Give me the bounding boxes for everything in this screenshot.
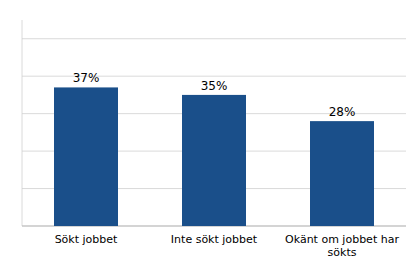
- y-axis-line: [22, 20, 23, 226]
- bar: [310, 121, 374, 226]
- x-tick-label: Sökt jobbet: [55, 233, 118, 246]
- grid: [22, 39, 406, 226]
- x-tick-label: Okänt om jobbet harsökts: [285, 233, 399, 259]
- chart-container: 37% 35% 28% Sökt jobbet Inte sökt jobbet Okän…: [0, 0, 420, 276]
- bar: [54, 87, 118, 226]
- data-label: 28%: [329, 105, 356, 119]
- data-label: 37%: [73, 71, 100, 85]
- data-label: 35%: [201, 79, 228, 93]
- x-tick-labels: Sökt jobbet Inte sökt jobbet Okänt om jobb…: [55, 233, 400, 259]
- bar: [182, 95, 246, 226]
- chart: 37% 35% 28% Sökt jobbet Inte sökt jobbet Okän…: [0, 0, 420, 276]
- bars: [54, 87, 374, 226]
- grid-line: [22, 38, 406, 39]
- data-labels: 37% 35% 28%: [73, 71, 356, 119]
- x-tick-label: Inte sökt jobbet: [171, 233, 258, 246]
